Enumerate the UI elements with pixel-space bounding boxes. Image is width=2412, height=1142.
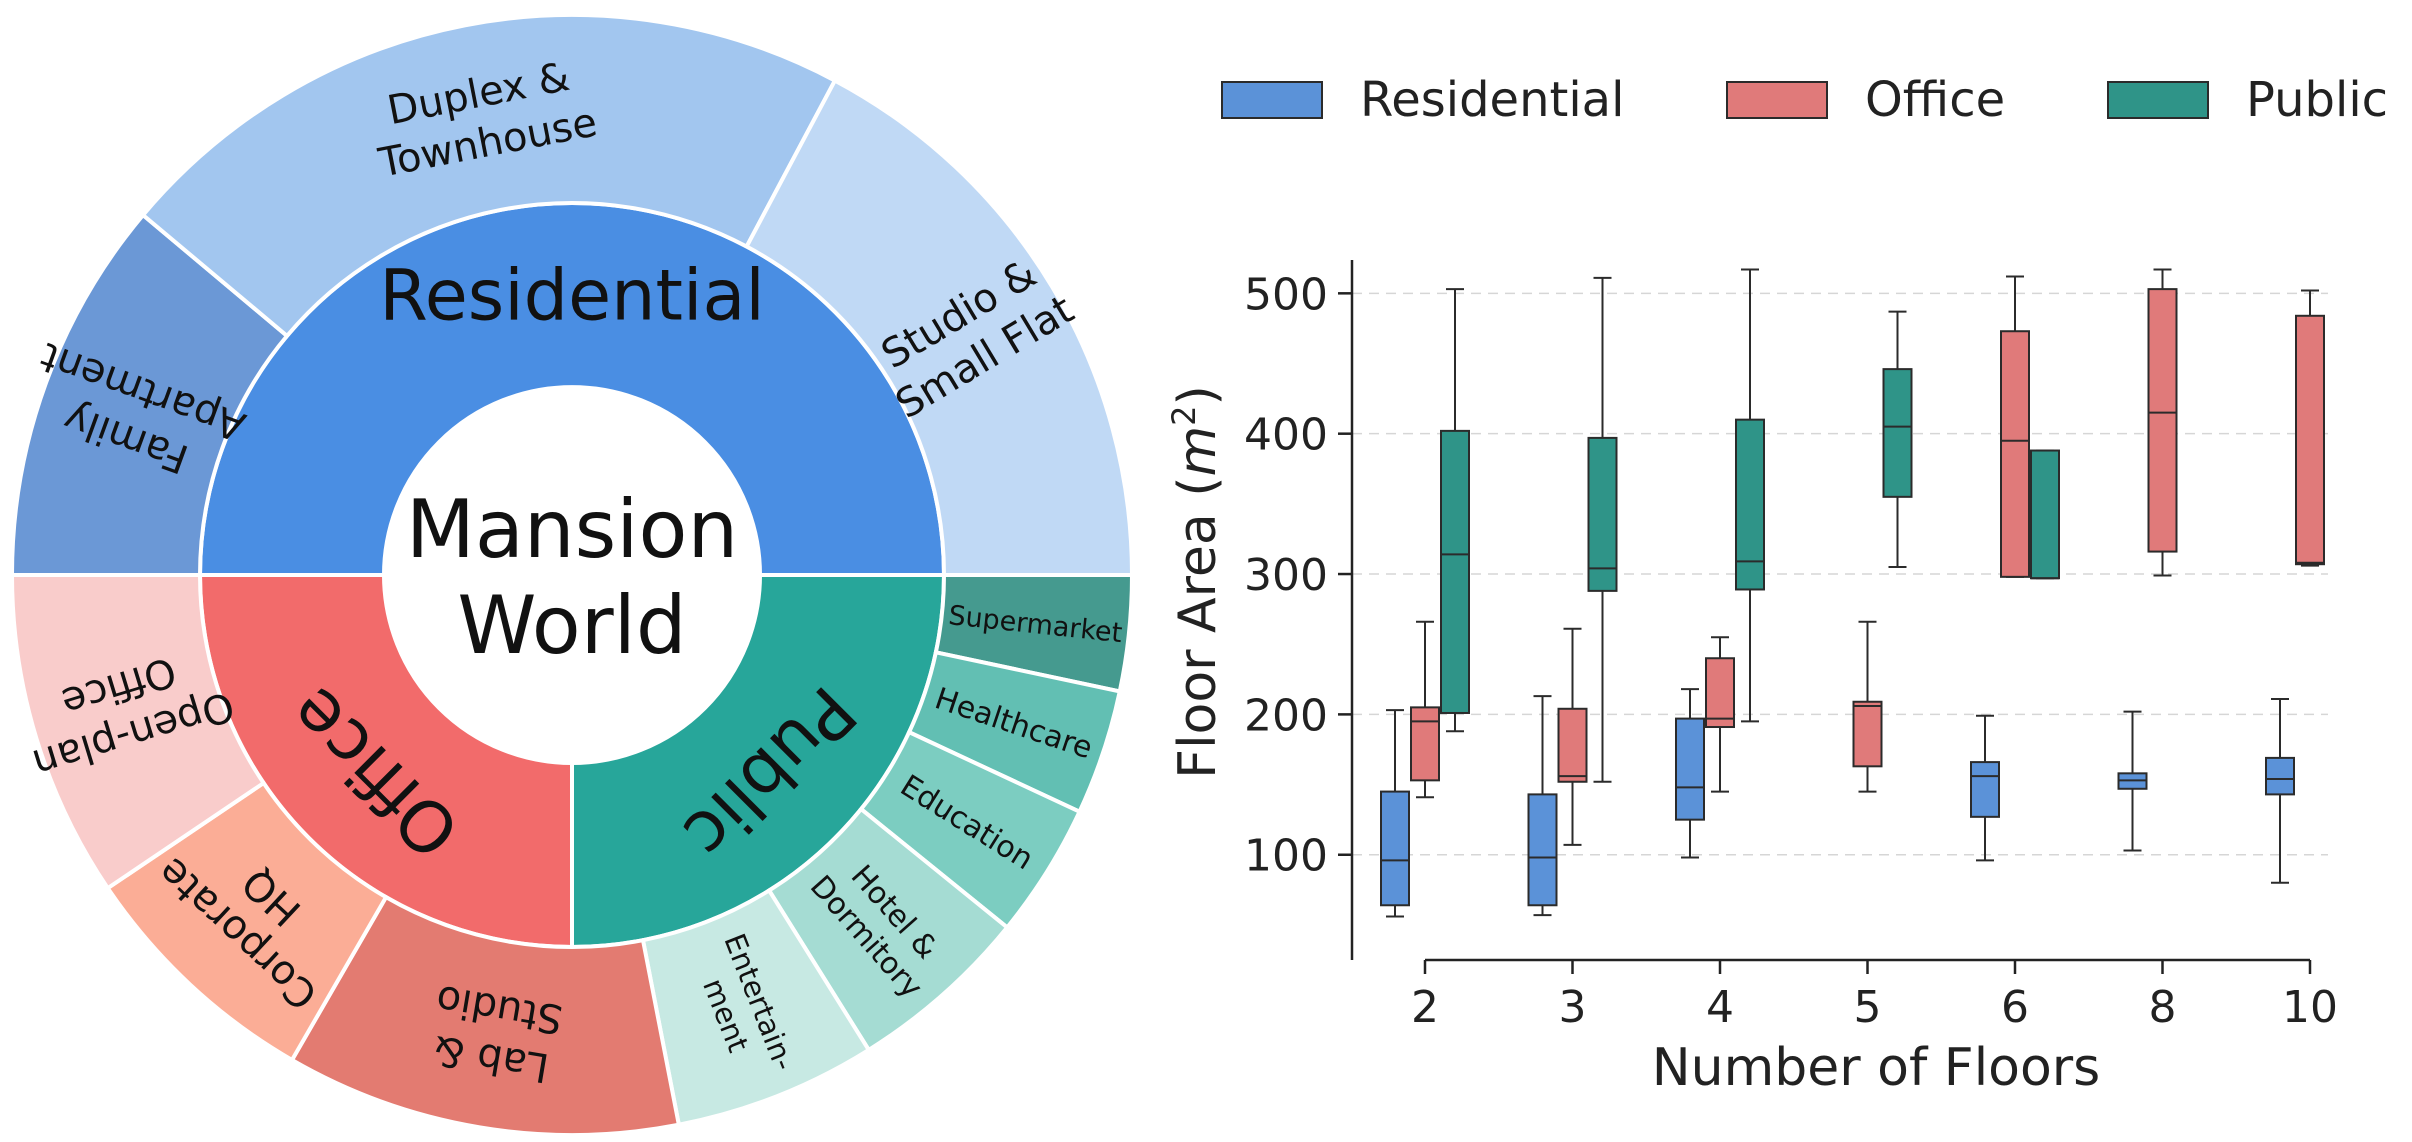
open-plan-office-wedge[interactable] (9, 573, 267, 891)
x-tick-label: 2 (1411, 982, 1439, 1033)
y-tick-label: 500 (1244, 269, 1328, 320)
office-box-8[interactable] (2147, 268, 2178, 577)
legend-item-residential[interactable]: Residential (1221, 72, 1624, 128)
x-tick-label: 4 (1706, 982, 1734, 1033)
sunburst-center (386, 389, 758, 761)
box-iqr (1970, 761, 2000, 818)
y-tick-label: 300 (1244, 550, 1328, 601)
x-tick-label: 8 (2149, 982, 2177, 1033)
y-tick-label: 200 (1244, 690, 1328, 741)
public-box-6[interactable] (2030, 449, 2060, 580)
public-box-5[interactable] (1882, 310, 1913, 569)
box-iqr (1882, 368, 1913, 498)
box-iqr (1705, 657, 1735, 729)
box-iqr (2295, 314, 2325, 566)
residential-box-8[interactable] (2117, 710, 2148, 852)
education-wedge[interactable] (858, 729, 1083, 931)
box-iqr (1675, 717, 1705, 821)
lab-studio-wedge[interactable] (289, 894, 682, 1137)
office-box-5[interactable] (1852, 620, 1883, 793)
healthcare-wedge[interactable] (906, 649, 1123, 815)
box-iqr (1557, 707, 1588, 783)
box-plot-chart: 100 200 300 400 500 2 3 4 5 6 8 10 Number of Floors… (1165, 260, 2338, 1098)
legend-swatch (1726, 81, 1828, 119)
box-iqr (1380, 790, 1410, 907)
duplex-townhouse-wedge[interactable] (140, 13, 838, 339)
x-tick-label: 10 (2282, 982, 2338, 1033)
y-tick-label: 100 (1244, 831, 1328, 882)
box-iqr (2000, 330, 2030, 578)
box-iqr (1440, 429, 1470, 714)
x-tick-label: 6 (2001, 982, 2029, 1033)
hotel-dormitory-wedge[interactable] (766, 806, 1011, 1053)
grid-lines (1352, 292, 2328, 856)
studio-small-flat-wedge[interactable] (743, 77, 1135, 577)
office-box-4[interactable] (1705, 636, 1735, 793)
residential-box-3[interactable] (1527, 695, 1558, 917)
public-box-4[interactable] (1735, 268, 1765, 723)
public-box-2[interactable] (1440, 288, 1470, 733)
office-box-2[interactable] (1410, 620, 1440, 799)
box-iqr (1410, 706, 1440, 782)
box-iqr (2265, 756, 2295, 796)
x-axis-label: Number of Floors (1652, 1038, 2101, 1098)
legend-label: Residential (1360, 72, 1624, 128)
box-iqr (2147, 288, 2178, 553)
residential-box-4[interactable] (1675, 688, 1705, 859)
legend-swatch (2107, 81, 2209, 119)
office-box-3[interactable] (1557, 627, 1588, 846)
legend-label: Office (1865, 72, 2005, 128)
box-iqr (1852, 700, 1883, 768)
y-tick-label: 400 (1244, 410, 1328, 461)
public-box-3[interactable] (1587, 276, 1618, 783)
office-box-6[interactable] (2000, 275, 2030, 578)
legend-item-office[interactable]: Office (1726, 72, 2005, 128)
box-iqr (1587, 436, 1618, 592)
x-tick-label: 5 (1854, 982, 1882, 1033)
y-axis-label: Floor Area (m2) (1165, 385, 1228, 779)
corporate-hq-wedge[interactable] (104, 780, 389, 1063)
center-label-line: Mansion (406, 483, 738, 576)
box-iqr (2030, 449, 2060, 580)
legend-swatch (1221, 81, 1323, 119)
residential-box-6[interactable] (1970, 714, 2000, 862)
legend-label: Public (2246, 72, 2388, 128)
legend-item-public[interactable]: Public (2107, 72, 2388, 128)
residential-label-line: Residential (379, 255, 765, 337)
residential-box-2[interactable] (1380, 709, 1410, 918)
x-tick-label: 3 (1559, 982, 1587, 1033)
entertainment-wedge[interactable] (640, 887, 872, 1128)
axes: 100 200 300 400 500 2 3 4 5 6 8 10 (1244, 260, 2338, 1033)
residential-label: Residential (379, 255, 765, 337)
office-box-10[interactable] (2295, 289, 2325, 567)
box-iqr (1527, 793, 1558, 907)
box-series (1380, 268, 2325, 918)
box-iqr (1735, 418, 1765, 591)
center-label-line: World (457, 579, 686, 672)
legend: Residential Office Public (1221, 72, 2388, 128)
residential-box-10[interactable] (2265, 697, 2295, 884)
